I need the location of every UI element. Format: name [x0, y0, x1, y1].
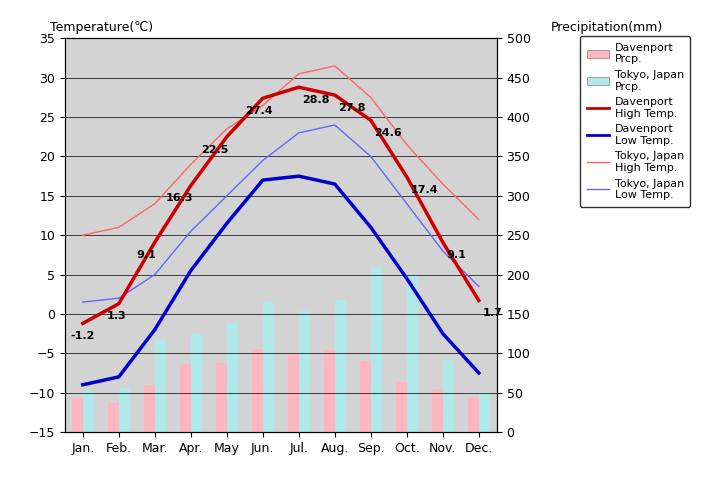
Text: Temperature(℃): Temperature(℃) — [50, 21, 153, 34]
Bar — [479, 392, 490, 432]
Bar — [396, 382, 407, 432]
Text: -1.2: -1.2 — [71, 331, 94, 341]
Text: Precipitation(mm): Precipitation(mm) — [551, 21, 663, 34]
Bar — [227, 324, 238, 432]
Bar — [407, 276, 418, 432]
Text: 27.8: 27.8 — [338, 103, 366, 113]
Bar — [263, 302, 274, 432]
Bar — [443, 359, 454, 432]
Text: 9.1: 9.1 — [446, 250, 467, 260]
Bar — [360, 361, 371, 432]
Bar — [72, 398, 83, 432]
Text: 27.4: 27.4 — [245, 106, 272, 116]
Bar — [144, 385, 155, 432]
Bar — [324, 350, 335, 432]
Bar — [191, 334, 202, 432]
Text: 17.4: 17.4 — [410, 185, 438, 195]
Bar — [468, 397, 479, 432]
Text: 28.8: 28.8 — [302, 95, 330, 105]
Text: 22.5: 22.5 — [202, 144, 229, 155]
Text: 24.6: 24.6 — [374, 128, 402, 138]
Bar — [119, 388, 130, 432]
Text: 16.3: 16.3 — [166, 193, 193, 204]
Legend: Davenport
Prcp., Tokyo, Japan
Prcp., Davenport
High Temp., Davenport
Low Temp., : Davenport Prcp., Tokyo, Japan Prcp., Dav… — [580, 36, 690, 207]
Bar — [252, 349, 263, 432]
Bar — [288, 354, 299, 432]
Text: 1.3: 1.3 — [107, 312, 126, 322]
Bar — [108, 403, 119, 432]
Bar — [83, 391, 94, 432]
Bar — [155, 340, 166, 432]
Bar — [180, 363, 191, 432]
Bar — [216, 363, 227, 432]
Bar — [371, 267, 382, 432]
Bar — [299, 311, 310, 432]
Text: 9.1: 9.1 — [137, 250, 157, 260]
Text: 1.7: 1.7 — [482, 308, 502, 318]
Bar — [335, 300, 346, 432]
Bar — [432, 389, 443, 432]
